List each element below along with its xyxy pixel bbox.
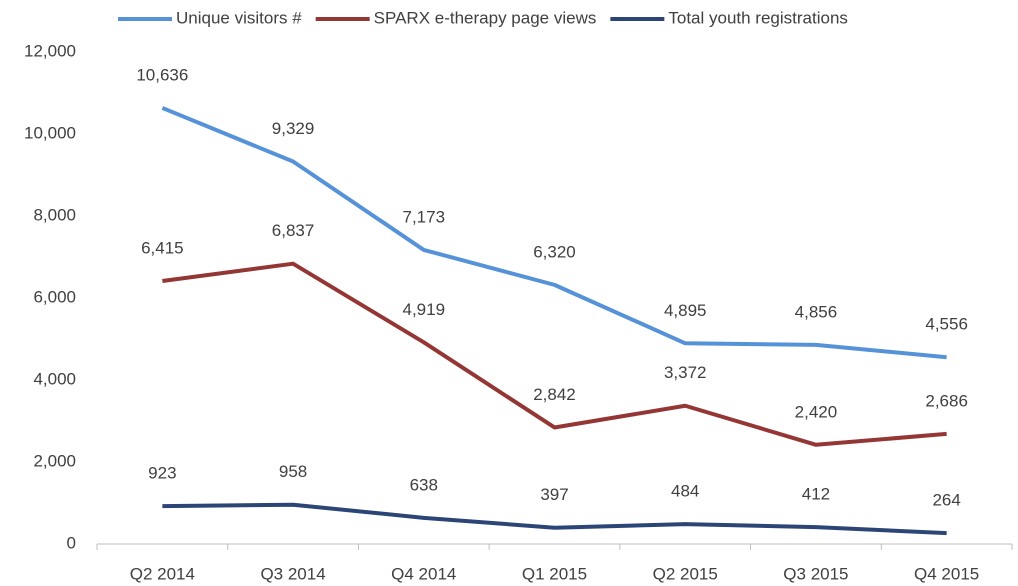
y-tick-label: 4,000 [33, 369, 76, 388]
data-label: 2,420 [795, 402, 838, 421]
data-label: 4,919 [403, 300, 446, 319]
data-label: 4,856 [795, 302, 838, 321]
y-tick-label: 2,000 [33, 451, 76, 470]
y-tick-label: 0 [67, 533, 76, 552]
data-label: 6,837 [272, 221, 315, 240]
x-tick-label: Q2 2015 [653, 564, 718, 583]
data-label: 923 [148, 464, 176, 483]
series-line [162, 261, 947, 447]
data-label: 638 [410, 475, 438, 494]
y-tick-label: 10,000 [24, 123, 76, 142]
data-label: 6,320 [533, 242, 576, 261]
legend-label: Unique visitors # [176, 8, 302, 27]
data-label: 958 [279, 462, 307, 481]
x-tick-label: Q3 2014 [260, 564, 325, 583]
y-tick-label: 12,000 [24, 41, 76, 60]
x-tick-label: Q4 2014 [391, 564, 456, 583]
data-label: 2,842 [533, 385, 576, 404]
x-tick-label: Q1 2015 [522, 564, 587, 583]
data-label: 484 [671, 482, 699, 501]
y-tick-label: 8,000 [33, 205, 76, 224]
data-label: 4,556 [925, 315, 968, 334]
data-label: 6,415 [141, 238, 184, 257]
y-tick-label: 6,000 [33, 287, 76, 306]
data-label: 10,636 [136, 65, 188, 84]
x-tick-label: Q4 2015 [914, 564, 979, 583]
data-label: 2,686 [925, 391, 968, 410]
legend-label: SPARX e-therapy page views [374, 8, 597, 27]
data-label: 9,329 [272, 119, 315, 138]
data-label: 412 [802, 485, 830, 504]
series-line [161, 106, 947, 360]
x-tick-label: Q3 2015 [783, 564, 848, 583]
data-label: 4,895 [664, 301, 707, 320]
legend-label: Total youth registrations [668, 8, 848, 27]
data-label: 397 [540, 485, 568, 504]
data-label: 264 [932, 491, 960, 510]
data-label: 7,173 [403, 207, 446, 226]
series-line [162, 502, 947, 536]
x-tick-label: Q2 2014 [130, 564, 195, 583]
data-label: 3,372 [664, 363, 707, 382]
